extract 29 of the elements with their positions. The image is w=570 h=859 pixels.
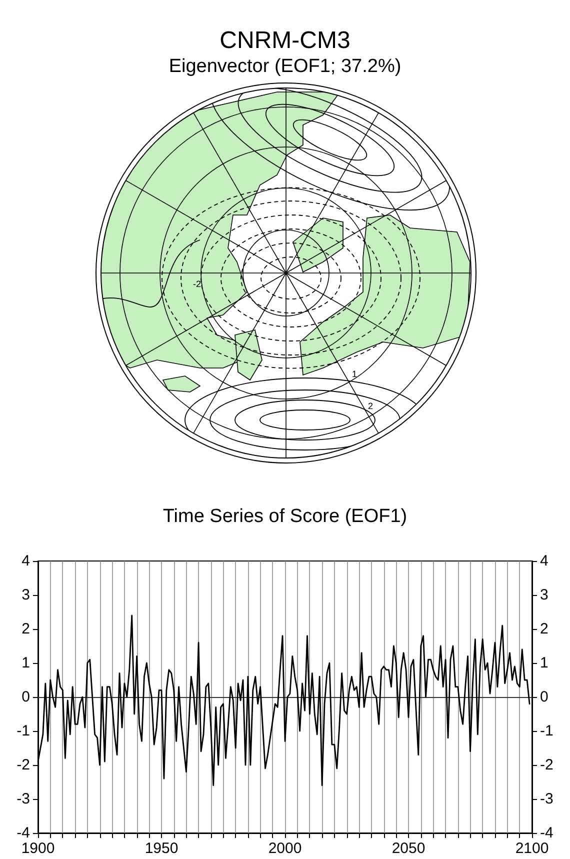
text: CNRM-CM3 [220, 27, 350, 54]
x-tick-label: 1900 [21, 840, 55, 857]
y2-tick-label: 1 [540, 654, 548, 672]
text: 2 [368, 401, 374, 411]
y2-tick-label: 2 [540, 620, 548, 638]
y-tick-label: 4 [22, 552, 30, 570]
y-tick-label: -4 [16, 824, 30, 842]
y-tick-label: 1 [22, 654, 30, 672]
x-tick-label: 2050 [392, 840, 426, 857]
y-tick-label: -2 [16, 756, 30, 774]
y-tick-label: -3 [16, 790, 30, 808]
y2-tick-label: 4 [540, 552, 548, 570]
x-tick-label: 2100 [515, 840, 549, 857]
text: Eigenvector (EOF1; 37.2%) [168, 56, 402, 77]
y2-tick-label: -2 [540, 756, 554, 774]
y-tick-label: 0 [22, 688, 30, 706]
text: -2 [193, 279, 202, 289]
text: 1 [352, 369, 358, 379]
chart-title: Time Series of Score (EOF1) [162, 506, 408, 527]
y2-tick-label: -1 [540, 722, 554, 740]
x-tick-label: 1950 [144, 840, 178, 857]
y-tick-label: 3 [22, 586, 30, 604]
y2-tick-label: -3 [540, 790, 554, 808]
y-tick-label: 2 [22, 620, 30, 638]
y-tick-label: -1 [16, 722, 30, 740]
y2-tick-label: 3 [540, 586, 548, 604]
y2-tick-label: 0 [540, 688, 548, 706]
y2-tick-label: -4 [540, 824, 554, 842]
x-tick-label: 2000 [268, 840, 302, 857]
